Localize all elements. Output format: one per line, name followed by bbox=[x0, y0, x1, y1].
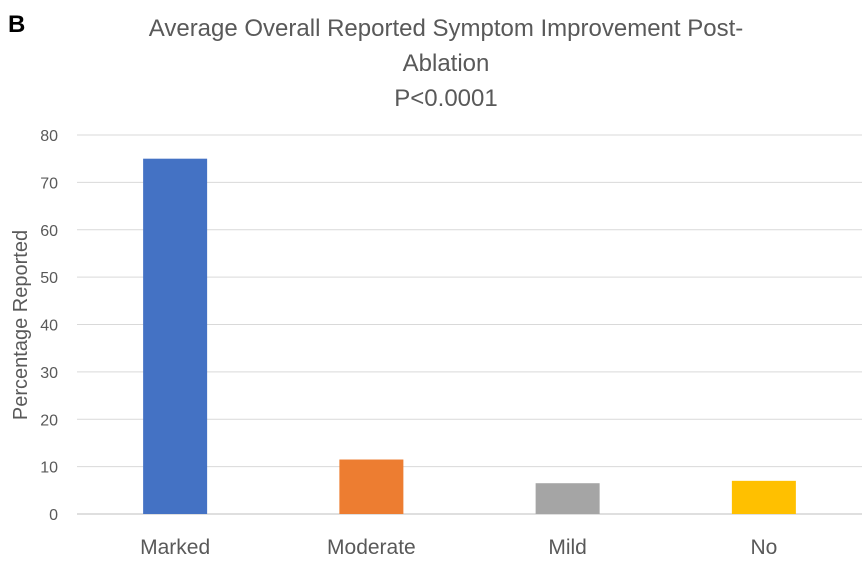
y-tick-label: 40 bbox=[40, 318, 58, 335]
y-tick-label: 20 bbox=[40, 412, 58, 429]
chart-title: Average Overall Reported Symptom Improve… bbox=[149, 15, 743, 112]
y-tick-label: 10 bbox=[40, 460, 58, 477]
y-tick-label: 0 bbox=[49, 507, 58, 524]
y-tick-label: 80 bbox=[40, 128, 58, 145]
chart-title-line-1: Average Overall Reported Symptom Improve… bbox=[149, 15, 743, 42]
chart-title-line-2: Ablation bbox=[403, 50, 490, 77]
bar-mild bbox=[535, 483, 600, 514]
gridlines bbox=[77, 134, 862, 515]
category-label-moderate: Moderate bbox=[327, 536, 416, 559]
panel-label: B bbox=[8, 11, 25, 38]
category-label-marked: Marked bbox=[140, 536, 210, 559]
bar-marked bbox=[143, 158, 208, 514]
y-tick-label: 50 bbox=[40, 270, 58, 287]
bar-moderate bbox=[339, 459, 404, 514]
y-axis-title: Percentage Reported bbox=[10, 230, 32, 420]
y-tick-labels: 0 10 20 30 40 50 60 70 80 bbox=[40, 128, 58, 524]
bars bbox=[143, 158, 796, 514]
y-tick-label: 60 bbox=[40, 223, 58, 240]
category-label-no: No bbox=[750, 536, 777, 559]
chart-title-line-3: P<0.0001 bbox=[394, 85, 497, 112]
y-tick-label: 70 bbox=[40, 175, 58, 192]
y-tick-label: 30 bbox=[40, 365, 58, 382]
category-label-mild: Mild bbox=[548, 536, 587, 559]
category-labels: Marked Moderate Mild No bbox=[140, 536, 777, 559]
bar-no bbox=[731, 480, 796, 514]
